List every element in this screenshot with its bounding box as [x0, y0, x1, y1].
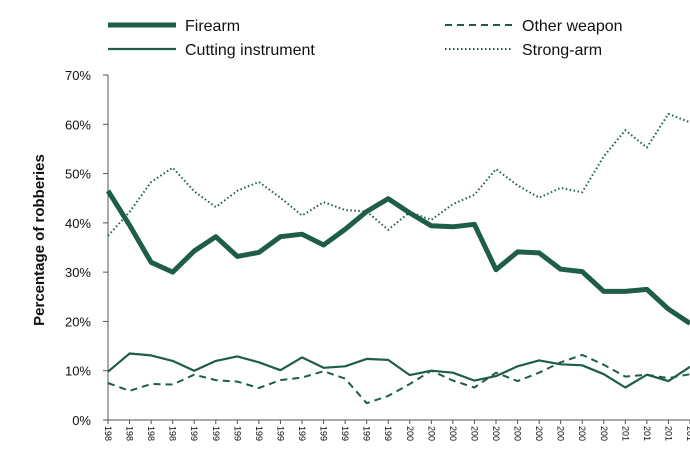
x-tick-label: 199: [383, 426, 393, 441]
x-tick-label: 199: [254, 426, 264, 441]
legend-label: Firearm: [185, 18, 240, 35]
legend-label: Other weapon: [522, 18, 623, 35]
x-tick-label: 199: [319, 426, 329, 441]
x-tick-label: 200: [577, 426, 587, 441]
x-tick-label: 200: [448, 426, 458, 441]
y-tick-label: 10%: [65, 364, 91, 379]
x-tick-label: 199: [232, 426, 242, 441]
x-tick-label: 199: [275, 426, 285, 441]
legend-label: Cutting instrument: [185, 42, 315, 59]
x-tick-label: 198: [125, 426, 135, 441]
x-tick-label: 201: [642, 426, 652, 441]
x-tick-label: 198: [103, 426, 113, 441]
plot-area: [105, 112, 690, 405]
x-tick-label: 198: [168, 426, 178, 441]
x-tick-label: 199: [362, 426, 372, 441]
y-tick-label: 40%: [65, 216, 91, 231]
y-tick-label: 20%: [65, 314, 91, 329]
x-tick-label: 200: [556, 426, 566, 441]
series-line-other-weapon: [107, 353, 690, 405]
axes: [107, 75, 690, 421]
x-tick-label: 200: [469, 426, 479, 441]
y-tick-label: 50%: [65, 167, 91, 182]
legend-label: Strong-arm: [522, 42, 602, 59]
y-axis-label: Percentage of robberies: [31, 154, 48, 326]
legend-item-other-weapon: Other weapon: [445, 18, 623, 35]
series-line-cutting-instrument: [107, 352, 690, 389]
legend: Firearm Other weapon Cutting instrument Str…: [108, 18, 623, 59]
y-tick-label: 30%: [65, 265, 91, 280]
x-tick-label: 201: [620, 426, 630, 441]
x-tick-label: 201: [685, 426, 690, 441]
x-tick-label: 198: [146, 426, 156, 441]
legend-item-firearm: Firearm: [108, 18, 240, 35]
legend-item-cutting-instrument: Cutting instrument: [108, 42, 315, 59]
y-axis-ticks: 0% 10% 20% 30% 40% 50% 60% 70%: [65, 68, 108, 428]
x-tick-label: 200: [513, 426, 523, 441]
x-tick-label: 199: [297, 426, 307, 441]
y-tick-label: 0%: [72, 413, 91, 428]
series-line-firearm: [105, 189, 690, 326]
x-axis-ticks: 198 198 198 198 199 199 199 199 199 199 199 199 199 1…: [103, 420, 690, 441]
x-tick-label: 200: [491, 426, 501, 441]
legend-item-strong-arm: Strong-arm: [445, 42, 602, 59]
x-tick-label: 200: [599, 426, 609, 441]
x-tick-label: 200: [405, 426, 415, 441]
x-tick-label: 199: [340, 426, 350, 441]
x-tick-label: 200: [534, 426, 544, 441]
x-tick-label: 201: [663, 426, 673, 441]
x-tick-label: 199: [211, 426, 221, 441]
x-tick-label: 199: [189, 426, 199, 441]
y-tick-label: 70%: [65, 68, 91, 83]
series-line-strong-arm: [107, 112, 690, 237]
y-tick-label: 60%: [65, 117, 91, 132]
x-tick-label: 200: [426, 426, 436, 441]
